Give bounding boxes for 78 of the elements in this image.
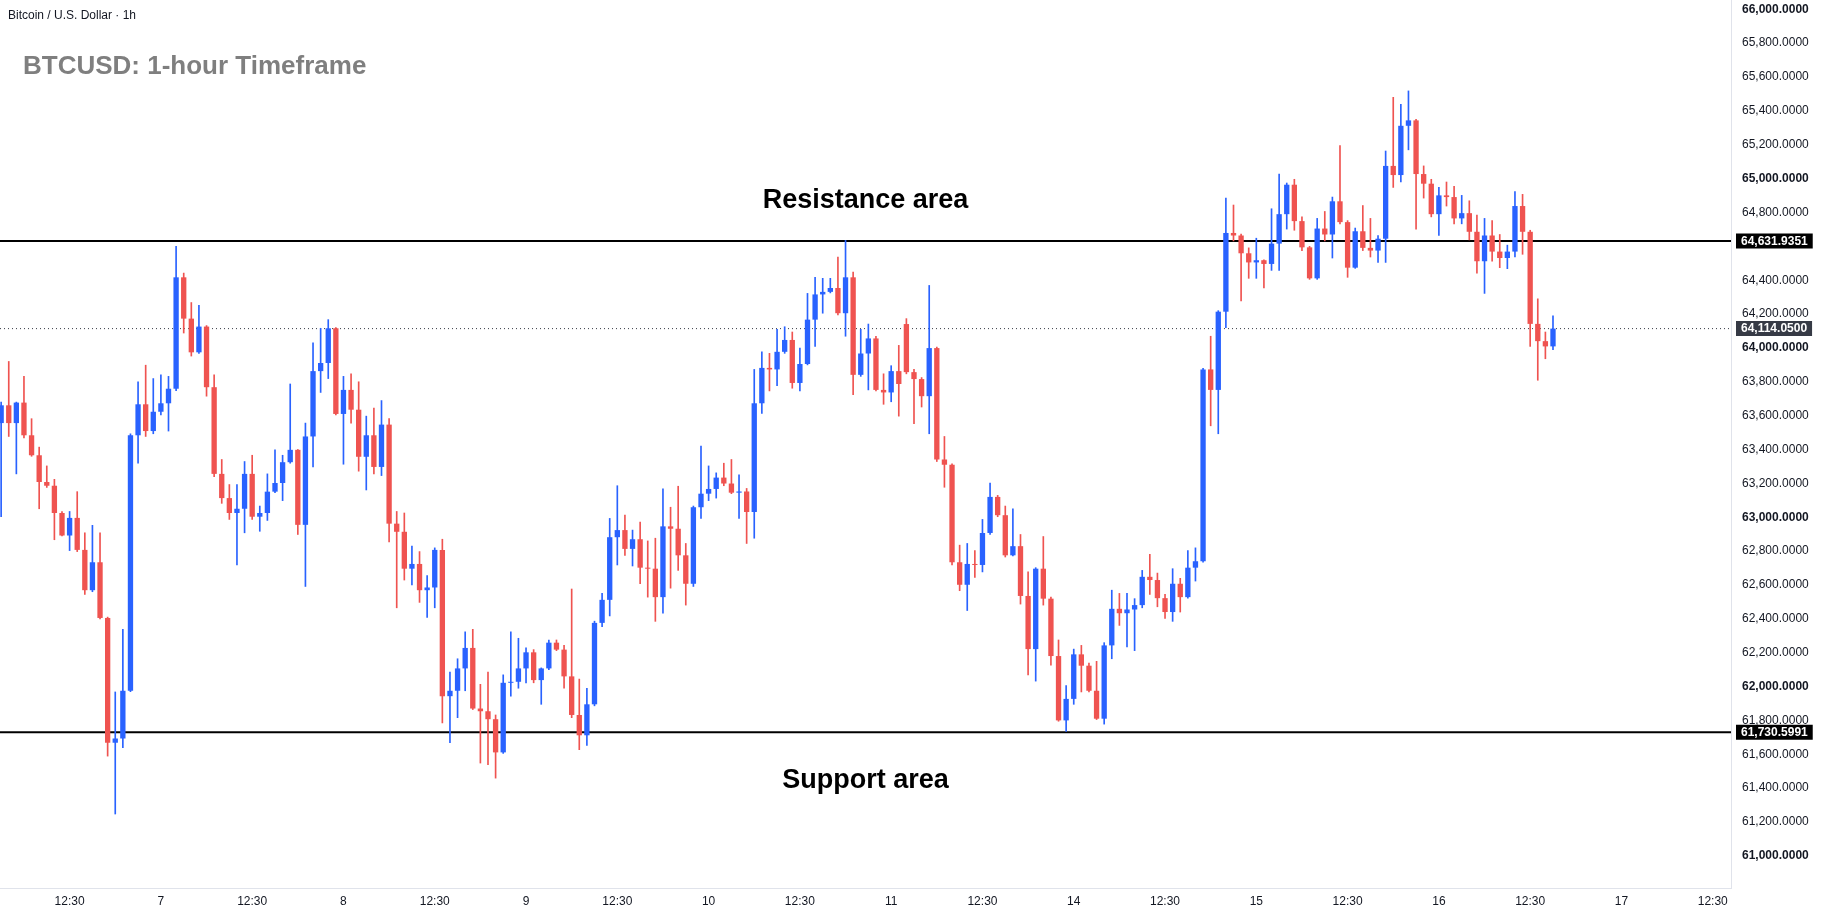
y-tick-label: 61,200.0000: [1742, 814, 1810, 829]
y-tick-label: 63,800.0000: [1742, 374, 1810, 389]
x-tick-label: 7: [157, 893, 165, 908]
candlestick: [44, 465, 50, 488]
x-tick-label: 12:30: [967, 893, 998, 908]
candlestick: [1208, 335, 1214, 427]
y-tick-label: 64,200.0000: [1742, 306, 1810, 321]
x-tick-label: 17: [1614, 893, 1629, 908]
candlestick: [508, 631, 514, 697]
candlestick: [272, 449, 278, 494]
x-tick-label: 11: [884, 893, 898, 908]
y-tick-label: 62,600.0000: [1742, 577, 1810, 592]
y-tick-label: 62,200.0000: [1742, 644, 1810, 659]
x-tick-label: 12:30: [784, 893, 816, 908]
candlestick: [485, 671, 491, 766]
text: BTCUSD: 1-hour Timeframe: [23, 50, 367, 81]
x-tick-label: 12:30: [1332, 893, 1363, 908]
ref-line-label: 64,114.0500: [1741, 321, 1808, 336]
ref-line-label: 61,730.5991: [1741, 724, 1809, 739]
y-tick-label: 63,600.0000: [1742, 407, 1810, 422]
y-tick-label: 64,000.0000: [1742, 340, 1810, 355]
candlestick: [287, 383, 293, 464]
x-tick-label: 12:30: [54, 893, 85, 908]
y-tick-label: 63,000.0000: [1742, 509, 1810, 524]
candlestick: [736, 474, 742, 519]
annotation: Support area: [782, 763, 950, 794]
x-tick-label: 12:30: [237, 893, 268, 908]
candlestick: [1390, 97, 1396, 188]
candlestick: [409, 545, 415, 586]
candlestick: [257, 505, 263, 532]
y-tick-label: 65,600.0000: [1742, 69, 1810, 84]
candlestick: [614, 485, 620, 566]
text: Bitcoin / U.S. Dollar · 1h: [8, 8, 137, 23]
x-tick-label: 12:30: [419, 893, 451, 908]
y-tick-label: 62,800.0000: [1742, 543, 1810, 558]
x-tick-label: 14: [1067, 893, 1081, 908]
candlestick: [394, 511, 400, 609]
y-tick-label: 61,400.0000: [1742, 780, 1810, 795]
candlestick: [6, 361, 12, 437]
x-tick-label: 10: [701, 893, 716, 908]
y-tick-label: 61,000.0000: [1742, 848, 1810, 863]
candlestick: [1261, 259, 1267, 289]
y-tick-label: 65,800.0000: [1742, 35, 1810, 50]
x-tick-label: 12:30: [1515, 893, 1546, 908]
y-tick-label: 64,400.0000: [1742, 272, 1810, 287]
annotation: Resistance area: [762, 184, 970, 215]
y-tick-label: 65,000.0000: [1742, 170, 1810, 185]
x-tick-label: 15: [1249, 893, 1264, 908]
candlestick: [447, 671, 453, 744]
candlestick: [1010, 508, 1016, 557]
ref-line-label: 64,631.9351: [1741, 233, 1809, 248]
candlestick: [0, 401, 4, 518]
y-tick-label: 66,000.0000: [1742, 1, 1810, 16]
y-tick-label: 63,400.0000: [1742, 441, 1810, 456]
candlestick: [972, 550, 978, 578]
candlestick: [698, 445, 704, 519]
candlestick: [645, 540, 651, 598]
candlestick: [158, 374, 164, 416]
x-tick-label: 12:30: [1697, 893, 1729, 908]
candlestick: [896, 345, 902, 417]
y-tick-label: 62,000.0000: [1742, 678, 1810, 693]
y-tick-label: 65,400.0000: [1742, 103, 1810, 118]
candlestick: [234, 484, 240, 566]
x-tick-label: 12:30: [602, 893, 633, 908]
x-tick-label: 16: [1432, 893, 1446, 908]
candlestick: [424, 575, 430, 618]
y-tick-label: 63,200.0000: [1742, 475, 1810, 490]
candlestick: [1535, 298, 1541, 381]
x-tick-label: 8: [340, 893, 348, 908]
x-tick-label: 9: [522, 893, 530, 908]
candlestick: [911, 369, 917, 424]
x-tick-label: 12:30: [1150, 893, 1181, 908]
y-tick-label: 62,400.0000: [1742, 611, 1810, 626]
y-tick-label: 61,600.0000: [1742, 746, 1810, 761]
candlestick: [1124, 593, 1130, 648]
y-tick-label: 65,200.0000: [1742, 137, 1810, 152]
y-tick-label: 61,800.0000: [1742, 712, 1810, 727]
y-tick-label: 64,800.0000: [1742, 204, 1810, 219]
